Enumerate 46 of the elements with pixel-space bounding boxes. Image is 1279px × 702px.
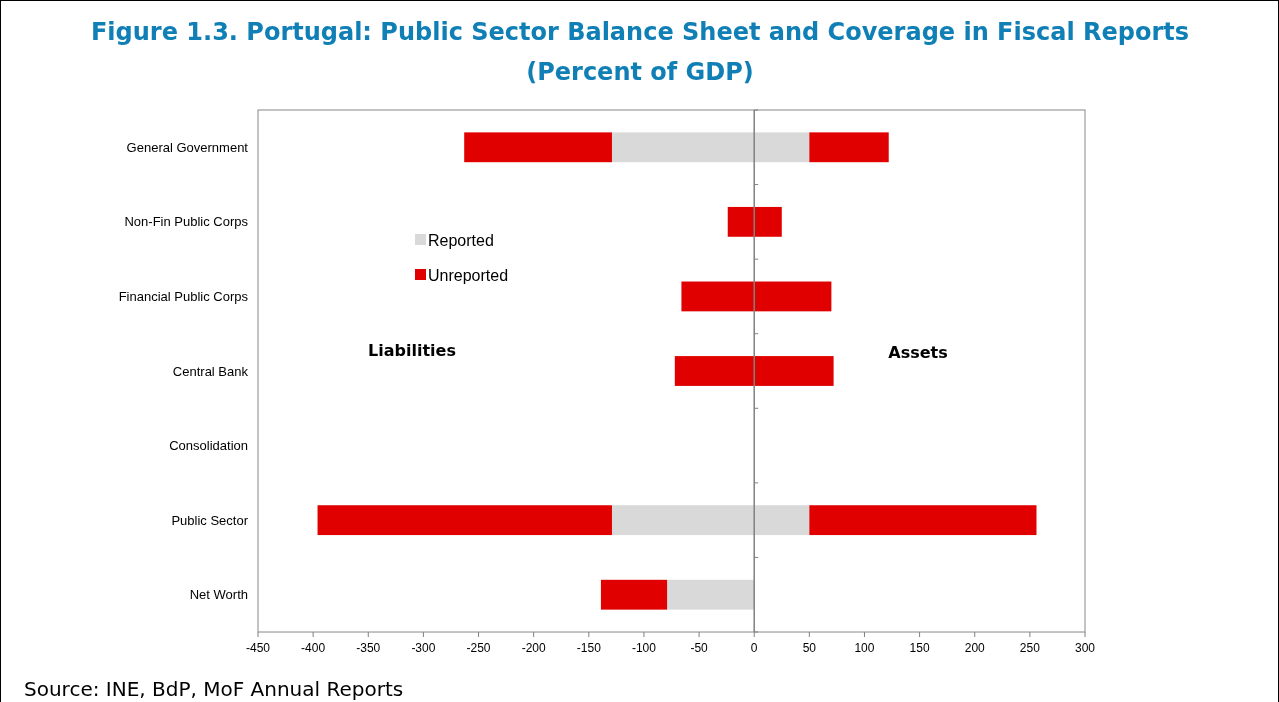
x-tick-label: 100 (854, 641, 875, 655)
bar (667, 579, 755, 610)
bar (754, 356, 834, 386)
y-tick-label: Net Worth (189, 587, 248, 603)
x-tick-label: 250 (1019, 641, 1041, 655)
chart-subtitle: (Percent of GDP) (526, 58, 754, 86)
bar (611, 505, 755, 536)
x-tick-label: -100 (631, 641, 657, 655)
y-tick-label: Public Sector (171, 512, 249, 528)
x-tick-label: -300 (411, 641, 436, 655)
y-tick-label: Non-Fin Public Corps (124, 214, 249, 230)
bar (611, 132, 755, 163)
bar (317, 505, 612, 536)
annotation: Assets (888, 342, 948, 362)
bar (754, 281, 832, 312)
legend-label: Unreported (428, 266, 509, 284)
source-note: Source: INE, BdP, MoF Annual Reports (24, 677, 404, 701)
bar (754, 505, 810, 536)
bar (809, 132, 889, 163)
bar (727, 206, 755, 237)
y-tick-label: Central Bank (172, 363, 249, 379)
x-tick-label: -350 (356, 641, 381, 655)
bar (464, 132, 612, 163)
legend-label: Reported (428, 231, 494, 249)
x-tick-label: -450 (245, 641, 271, 655)
bar (681, 281, 755, 312)
x-tick-label: -200 (521, 641, 546, 655)
y-tick-label: Financial Public Corps (118, 288, 249, 304)
x-tick-label: -400 (301, 641, 326, 655)
bar (754, 132, 810, 163)
bar (674, 356, 755, 386)
bar (754, 206, 782, 237)
y-tick-label: Consolidation (169, 438, 248, 454)
x-tick-label: 200 (964, 641, 986, 655)
x-tick-label: 300 (1074, 641, 1096, 655)
y-tick-label: General Government (126, 139, 249, 155)
chart-title: Figure 1.3. Portugal: Public Sector Balance Sheet and Coverage in Fiscal Reports (90, 18, 1190, 46)
x-tick-label: -150 (576, 641, 602, 655)
bar (809, 505, 1037, 536)
x-tick-label: 50 (802, 641, 817, 655)
bar (600, 579, 668, 610)
annotation: Liabilities (368, 340, 456, 360)
x-tick-label: 150 (909, 641, 930, 655)
x-tick-label: 0 (750, 641, 758, 655)
x-tick-label: -50 (690, 641, 709, 655)
x-tick-label: -250 (466, 641, 491, 655)
